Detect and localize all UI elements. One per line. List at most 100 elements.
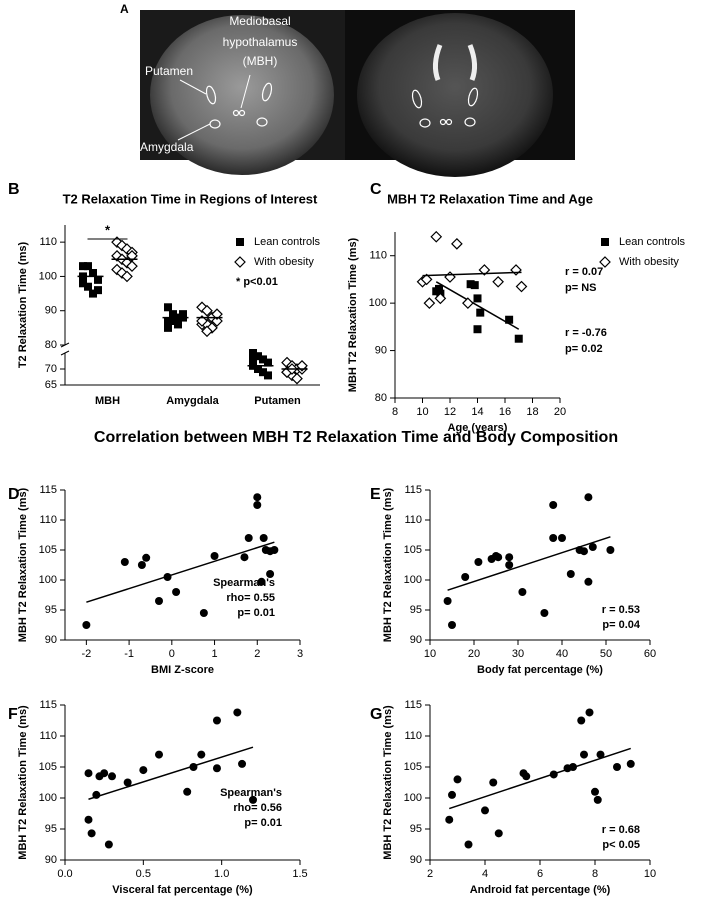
y-tick-label: 100 (39, 792, 57, 804)
x-tick-label: -2 (81, 648, 91, 660)
data-point (585, 708, 594, 717)
data-point (291, 372, 303, 385)
y-tick-label: 105 (404, 761, 422, 773)
data-point (210, 552, 219, 560)
data-point (111, 236, 123, 248)
data-point (82, 621, 91, 629)
data-point (169, 310, 177, 319)
annotation: p< 0.05 (602, 839, 640, 851)
data-point (430, 230, 443, 243)
x-axis-label: Visceral fat percentage (%) (112, 884, 253, 896)
data-point (126, 260, 138, 272)
data-point (474, 558, 483, 566)
data-point (494, 553, 503, 562)
chart-title: MBH T2 Relaxation Time and Age (387, 191, 593, 206)
x-tick-label: 50 (600, 648, 612, 660)
data-point (505, 315, 514, 324)
data-point (164, 303, 172, 312)
y-tick-label: 110 (404, 730, 422, 742)
data-point (212, 716, 221, 725)
data-point (505, 553, 514, 562)
roi-label: Putamen (145, 64, 193, 78)
data-point (481, 806, 489, 815)
panel-label: F (8, 706, 18, 723)
y-tick-label: 90 (410, 634, 422, 646)
y-axis-label: MBH T2 Relaxation Time (ms) (347, 237, 359, 392)
annotation: rho= 0.55 (226, 592, 275, 604)
data-point (79, 279, 87, 288)
data-point (100, 769, 109, 778)
data-point (423, 297, 436, 309)
data-point (183, 787, 192, 796)
data-point (121, 270, 133, 283)
annotation: Spearman's (213, 577, 275, 589)
annotation: r = 0.68 (602, 824, 640, 836)
data-point (492, 275, 504, 288)
x-tick-label: 1.5 (292, 868, 307, 880)
x-tick-label: 2 (427, 868, 433, 880)
data-point (580, 750, 588, 759)
significance-mark: * (105, 222, 111, 237)
data-point (254, 365, 262, 373)
data-point (461, 573, 470, 581)
data-point (87, 829, 96, 838)
y-tick-label: 110 (39, 730, 57, 742)
annotation: Spearman's (220, 787, 282, 799)
x-tick-label: 4 (482, 868, 488, 880)
x-tick-label: Amygdala (166, 395, 219, 407)
data-point (196, 301, 208, 314)
y-tick-label: 90 (375, 344, 387, 356)
y-axis-label: MBH T2 Relaxation Time (ms) (382, 487, 394, 642)
data-point (139, 766, 148, 775)
data-point (584, 493, 593, 502)
data-point (84, 282, 92, 291)
x-tick-label: -1 (124, 648, 134, 660)
data-point (169, 317, 177, 325)
data-point (211, 315, 223, 327)
data-point (142, 553, 151, 562)
data-point (593, 795, 602, 804)
data-point (155, 597, 163, 605)
x-tick-label: Putamen (254, 395, 301, 407)
data-point (123, 778, 132, 787)
panel-label: D (8, 486, 20, 503)
data-point (253, 493, 262, 502)
annotation: rho= 0.56 (233, 802, 282, 814)
legend-label: With obesity (254, 256, 314, 268)
x-tick-label: 40 (556, 648, 568, 660)
x-tick-label: 1 (211, 648, 217, 660)
x-tick-label: 20 (554, 406, 566, 418)
data-point (155, 750, 163, 759)
data-point (444, 271, 456, 283)
x-tick-label: 0 (169, 648, 175, 660)
data-point (464, 840, 473, 849)
roi-label: Mediobasal (229, 14, 290, 28)
data-point (588, 543, 597, 551)
data-point (84, 769, 93, 778)
x-tick-label: 16 (499, 406, 511, 418)
data-point (254, 352, 262, 361)
roi-label: (MBH) (243, 54, 278, 68)
data-point (515, 280, 528, 293)
data-point (549, 534, 558, 542)
data-point (518, 588, 527, 596)
x-tick-label: 1.0 (214, 868, 229, 880)
data-point (94, 286, 102, 295)
y-tick-label: 90 (45, 305, 57, 317)
x-tick-label: 30 (512, 648, 524, 660)
panel-label: B (8, 181, 20, 198)
x-tick-label: 8 (592, 868, 598, 880)
data-point (89, 269, 97, 277)
x-tick-label: 8 (392, 406, 398, 418)
data-point (94, 275, 102, 284)
data-point (473, 325, 482, 334)
data-point (453, 775, 462, 784)
data-point (249, 795, 257, 804)
x-axis-label: Age (years) (448, 422, 508, 434)
brain-left (150, 15, 334, 175)
data-point (505, 561, 514, 569)
x-tick-label: 10 (644, 868, 656, 880)
y-tick-label: 115 (404, 484, 422, 496)
y-tick-label: 100 (39, 270, 57, 282)
y-tick-label: 90 (45, 854, 57, 866)
